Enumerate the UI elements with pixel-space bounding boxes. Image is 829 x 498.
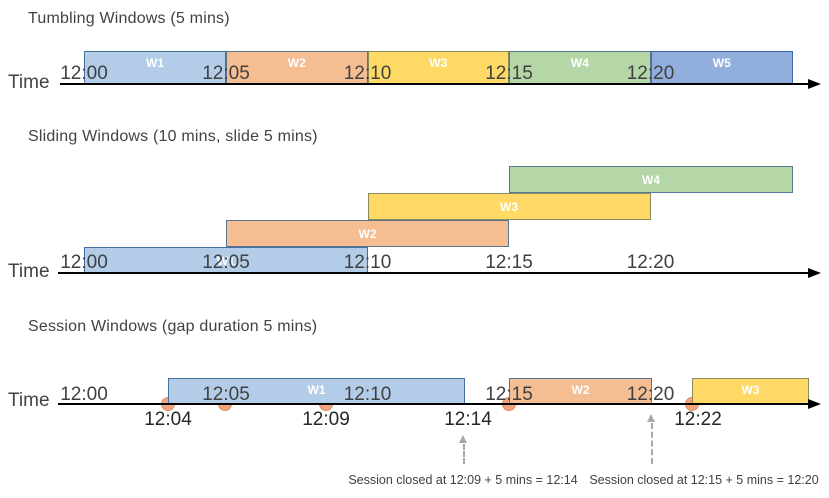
tumbling-tick-1220: 12:20 — [626, 63, 675, 84]
tumbling-window-w1: W1 — [84, 51, 226, 84]
annotation-arrow-2-icon — [650, 423, 653, 464]
window-label: W3 — [500, 199, 518, 214]
session-window-w2: W2 — [509, 378, 652, 404]
sliding-time-axis-label: Time — [8, 261, 50, 282]
sliding-window-w2: W2 — [226, 220, 509, 247]
window-label: W2 — [358, 226, 377, 241]
tumbling-tick-1215: 12:15 — [485, 63, 533, 84]
sliding-tick-1210: 12:10 — [343, 252, 392, 273]
tumbling-tick-1210: 12:10 — [343, 63, 392, 84]
sliding-tick-1200: 12:00 — [60, 252, 108, 273]
tumbling-timeline — [60, 83, 810, 85]
window-label: W2 — [287, 56, 306, 70]
session-tick-1210: 12:10 — [343, 384, 392, 405]
event-label-1222: 12:22 — [674, 409, 722, 430]
sliding-tick-1205: 12:05 — [202, 252, 250, 273]
sliding-tick-1220: 12:20 — [626, 252, 675, 273]
event-label-1204: 12:04 — [144, 409, 192, 430]
window-label: W5 — [712, 56, 731, 70]
annotation-arrow-1-icon — [462, 444, 465, 464]
session-timeline — [58, 403, 810, 405]
session-tick-1215: 12:15 — [485, 384, 533, 405]
window-label: W1 — [216, 253, 235, 268]
window-label: W4 — [570, 56, 589, 70]
window-label: W3 — [429, 56, 448, 70]
sliding-title: Sliding Windows (10 mins, slide 5 mins) — [28, 128, 318, 145]
session-timeline-arrow-icon — [808, 399, 821, 409]
sliding-tick-1215: 12:15 — [485, 252, 533, 273]
tumbling-window-w3: W3 — [367, 51, 509, 84]
session-title: Session Windows (gap duration 5 mins) — [28, 318, 318, 335]
sliding-window-w3: W3 — [367, 193, 651, 220]
event-label-1214: 12:14 — [444, 409, 492, 430]
annotation-arrow-2-head-icon — [647, 414, 655, 422]
tumbling-window-w4: W4 — [509, 51, 651, 84]
sliding-timeline-arrow-icon — [808, 268, 821, 278]
sliding-timeline — [58, 272, 810, 274]
window-label: W1 — [146, 56, 164, 70]
session-window-w3: W3 — [692, 378, 809, 404]
window-label: W1 — [307, 383, 326, 397]
session-tick-1200: 12:00 — [60, 384, 108, 405]
annotation-arrow-1-head-icon — [459, 435, 467, 443]
tumbling-tick-1205: 12:05 — [202, 63, 250, 84]
session-time-axis-label: Time — [8, 390, 50, 411]
window-label: W4 — [642, 172, 660, 187]
session-annotation-1: Session closed at 12:09 + 5 mins = 12:14 — [348, 473, 578, 487]
sliding-window-w4: W4 — [509, 166, 793, 193]
tumbling-timeline-arrow-icon — [808, 79, 821, 89]
session-tick-1220: 12:20 — [626, 384, 675, 405]
tumbling-title: Tumbling Windows (5 mins) — [28, 10, 230, 27]
window-label: W2 — [571, 383, 590, 397]
tumbling-time-axis-label: Time — [8, 72, 50, 93]
tumbling-tick-1200: 12:00 — [60, 63, 108, 84]
session-tick-1205: 12:05 — [202, 384, 250, 405]
window-label: W3 — [741, 383, 760, 397]
tumbling-window-w5: W5 — [650, 51, 793, 84]
session-annotation-2: Session closed at 12:15 + 5 mins = 12:20 — [589, 473, 819, 487]
event-label-1209: 12:09 — [302, 409, 350, 430]
